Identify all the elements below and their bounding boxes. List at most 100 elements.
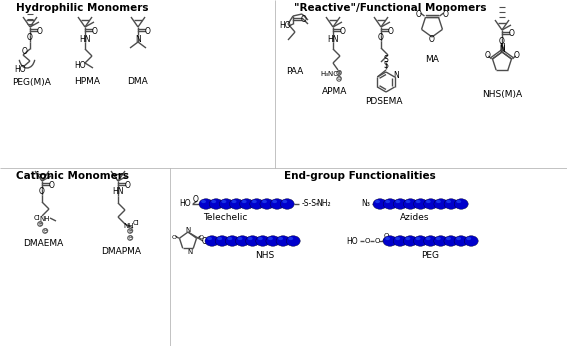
Ellipse shape — [199, 199, 213, 209]
Ellipse shape — [276, 236, 290, 246]
Text: ⊖: ⊖ — [127, 235, 133, 241]
Text: O: O — [202, 237, 208, 246]
Text: O: O — [39, 188, 45, 197]
Text: O: O — [374, 238, 380, 244]
Text: HPMA: HPMA — [74, 78, 100, 86]
Ellipse shape — [201, 200, 206, 203]
Text: O: O — [429, 36, 435, 45]
Ellipse shape — [215, 236, 229, 246]
Text: Cl: Cl — [133, 220, 139, 226]
Ellipse shape — [240, 199, 253, 209]
Text: DMAPMA: DMAPMA — [101, 246, 141, 255]
Text: HN: HN — [327, 35, 338, 44]
Text: O: O — [514, 52, 519, 61]
Text: N: N — [499, 45, 505, 54]
Ellipse shape — [454, 199, 468, 209]
Ellipse shape — [385, 200, 390, 203]
Ellipse shape — [456, 237, 461, 240]
Text: H₃NCl: H₃NCl — [320, 71, 340, 77]
Ellipse shape — [258, 237, 263, 240]
Text: HO: HO — [179, 200, 191, 209]
Ellipse shape — [242, 200, 247, 203]
Text: O: O — [22, 47, 28, 56]
Text: NHS(M)A: NHS(M)A — [482, 91, 522, 100]
Text: O: O — [37, 27, 43, 36]
Ellipse shape — [436, 237, 441, 240]
Text: O: O — [365, 238, 370, 244]
Ellipse shape — [256, 236, 270, 246]
Ellipse shape — [405, 200, 411, 203]
Ellipse shape — [227, 237, 232, 240]
Text: Cationic Monomers: Cationic Monomers — [15, 171, 129, 181]
Ellipse shape — [424, 199, 438, 209]
Ellipse shape — [404, 199, 417, 209]
Text: HN: HN — [112, 188, 124, 197]
Ellipse shape — [395, 200, 400, 203]
Ellipse shape — [282, 200, 287, 203]
Text: O: O — [172, 235, 177, 240]
Ellipse shape — [238, 237, 243, 240]
Ellipse shape — [280, 199, 294, 209]
Text: NH: NH — [124, 223, 134, 229]
Text: Cl: Cl — [33, 215, 40, 221]
Ellipse shape — [413, 199, 428, 209]
Ellipse shape — [393, 236, 407, 246]
Ellipse shape — [385, 237, 390, 240]
Text: DMA: DMA — [128, 78, 149, 86]
Ellipse shape — [246, 236, 260, 246]
Text: O: O — [485, 52, 490, 61]
Text: ⊖: ⊖ — [42, 228, 48, 234]
Text: N₃: N₃ — [361, 200, 370, 209]
Ellipse shape — [278, 237, 283, 240]
Ellipse shape — [219, 199, 233, 209]
Ellipse shape — [383, 236, 397, 246]
Ellipse shape — [231, 200, 236, 203]
Ellipse shape — [426, 200, 431, 203]
Text: O: O — [442, 10, 448, 19]
Text: DMAEMA: DMAEMA — [23, 238, 63, 247]
Ellipse shape — [211, 200, 216, 203]
Ellipse shape — [416, 237, 421, 240]
Ellipse shape — [272, 200, 277, 203]
Text: ⊕: ⊕ — [37, 221, 43, 227]
Ellipse shape — [413, 236, 428, 246]
Text: N: N — [185, 227, 191, 233]
Text: ⊕: ⊕ — [336, 71, 342, 75]
Ellipse shape — [454, 236, 468, 246]
Ellipse shape — [395, 237, 400, 240]
Ellipse shape — [230, 199, 243, 209]
Text: N: N — [393, 72, 399, 81]
Text: N: N — [499, 44, 505, 53]
Ellipse shape — [221, 200, 226, 203]
Text: Hydrophilic Monomers: Hydrophilic Monomers — [16, 3, 148, 13]
Ellipse shape — [286, 236, 300, 246]
Text: End-group Functionalities: End-group Functionalities — [284, 171, 436, 181]
Ellipse shape — [444, 236, 458, 246]
Ellipse shape — [217, 237, 222, 240]
Text: O: O — [92, 27, 98, 36]
Ellipse shape — [444, 199, 458, 209]
Text: S: S — [384, 62, 388, 71]
Text: O: O — [301, 16, 307, 25]
Ellipse shape — [270, 199, 284, 209]
Ellipse shape — [446, 200, 451, 203]
Text: HO: HO — [279, 21, 291, 30]
Text: HO: HO — [74, 61, 86, 70]
Ellipse shape — [456, 200, 461, 203]
Ellipse shape — [426, 237, 430, 240]
Text: HO: HO — [14, 65, 26, 74]
Text: N: N — [187, 249, 193, 255]
Ellipse shape — [383, 199, 397, 209]
Ellipse shape — [252, 200, 257, 203]
Ellipse shape — [207, 237, 212, 240]
Text: O: O — [388, 27, 394, 36]
Text: PAA: PAA — [286, 66, 303, 75]
Ellipse shape — [288, 237, 293, 240]
Text: O: O — [383, 233, 389, 239]
Text: O: O — [49, 181, 55, 190]
Text: ⊖: ⊖ — [336, 76, 342, 82]
Text: O: O — [340, 27, 346, 36]
Text: -S-S-: -S-S- — [301, 200, 319, 209]
Ellipse shape — [262, 200, 267, 203]
Text: "Reactive"/Functional Monomers: "Reactive"/Functional Monomers — [294, 3, 486, 13]
